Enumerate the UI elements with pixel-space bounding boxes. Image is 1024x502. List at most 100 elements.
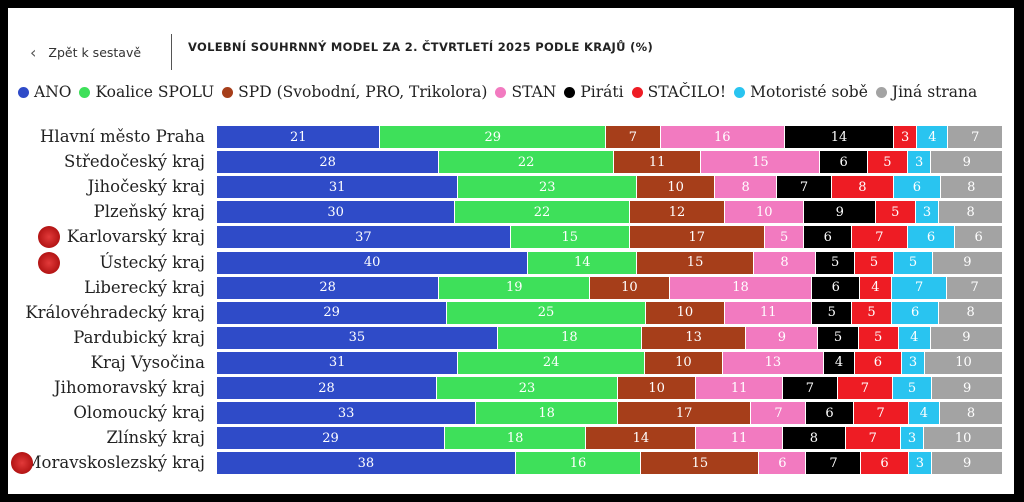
data-label: 9 [963, 255, 972, 270]
bar-segment: 6 [820, 151, 868, 174]
data-label: 7 [971, 129, 980, 145]
bar-segment: 8 [939, 301, 1003, 324]
data-label: 31 [328, 355, 346, 371]
bar-segment: 5 [818, 326, 859, 349]
data-label: 15 [561, 229, 579, 245]
bar-segment: 29 [217, 427, 445, 450]
bar-segment: 3 [894, 126, 918, 148]
bar-row: 31 24 10 13 4 6 3 10 [217, 351, 1003, 374]
bar-segment: 6 [891, 301, 940, 324]
bar-segment: 24 [458, 351, 645, 374]
highlight-marker [38, 226, 60, 249]
bar-segment: 5 [764, 226, 805, 249]
bar-segment: 4 [860, 276, 892, 299]
data-label: 7 [876, 405, 885, 421]
bar-segment: 14 [785, 126, 894, 148]
data-label: 29 [323, 305, 340, 321]
bar-segment: 15 [510, 226, 630, 249]
bar-segment: 28 [217, 377, 438, 399]
data-label: 29 [322, 430, 339, 446]
data-label: 16 [569, 455, 587, 471]
bar-segment: 7 [852, 226, 908, 249]
data-label: 31 [328, 179, 346, 195]
highlight-marker [38, 251, 60, 274]
legend-item: STAN [495, 83, 556, 101]
legend-item: Motoristé sobě [734, 83, 868, 101]
data-label: 29 [484, 129, 502, 145]
data-label: 5 [869, 255, 879, 270]
data-label: 6 [880, 455, 889, 471]
bar-segment: 7 [845, 427, 901, 450]
bar-segment: 10 [637, 176, 716, 199]
bar-segment: 5 [875, 201, 916, 224]
legend-item: Jiná strana [875, 83, 977, 101]
bar-segment: 7 [891, 276, 948, 299]
bar-segment: 5 [852, 301, 892, 324]
legend-label: Piráti [580, 83, 624, 101]
bar-segment: 10 [924, 427, 1003, 450]
bar-segment: 11 [613, 151, 702, 174]
back-to-report-link[interactable]: ‹ Zpět k sestavě [30, 42, 141, 62]
bar-segment: 14 [528, 251, 638, 274]
region-label: Zlínský kraj [106, 428, 205, 448]
bar-segment: 9 [931, 151, 1003, 174]
data-label: 15 [752, 154, 769, 170]
bar-segment: 3 [915, 201, 940, 224]
report-panel: ‹ Zpět k sestavě VOLEBNÍ SOUHRNNÝ MODEL … [8, 8, 1014, 494]
data-label: 35 [348, 330, 366, 346]
legend-label: ANO [34, 83, 72, 101]
data-label: 21 [289, 129, 307, 145]
bar-row: 37 15 17 5 6 7 6 6 [217, 226, 1003, 249]
data-label: 37 [355, 229, 372, 245]
data-label: 9 [962, 380, 972, 396]
data-label: 8 [858, 179, 867, 195]
bar-segment: 8 [782, 427, 846, 450]
data-label: 6 [974, 229, 983, 245]
data-label: 14 [573, 255, 591, 270]
region-label: Hlavní město Praha [40, 127, 205, 146]
bar-segment: 4 [917, 126, 949, 148]
bar-segment: 29 [380, 126, 607, 148]
data-label: 8 [809, 430, 818, 446]
bar-segment: 8 [753, 251, 817, 274]
legend-swatch [495, 86, 507, 98]
data-label: 4 [928, 129, 937, 145]
bar-segment: 22 [455, 201, 630, 224]
bar-segment: 16 [515, 452, 642, 475]
data-label: 14 [830, 129, 848, 145]
region-label: Pardubický kraj [73, 327, 205, 347]
bar-segment: 17 [617, 402, 752, 425]
bar-segment: 9 [932, 251, 1003, 274]
bar-segment: 15 [641, 452, 760, 475]
bar-segment: 6 [894, 176, 941, 199]
region-label: Královéhradecký kraj [25, 302, 205, 322]
data-label: 18 [561, 330, 578, 346]
data-label: 9 [777, 330, 787, 346]
bar-segment: 40 [217, 251, 529, 274]
bar-segment: 28 [217, 151, 440, 174]
bar-segment: 8 [940, 176, 1003, 199]
bar-segment: 6 [855, 351, 902, 374]
region-label: Plzeňský kraj [93, 202, 205, 222]
data-label: 7 [970, 280, 979, 296]
data-label: 8 [966, 405, 976, 421]
bar-segment: 5 [892, 377, 933, 399]
data-label: 6 [825, 405, 834, 421]
data-label: 17 [688, 229, 706, 245]
header-divider [171, 34, 172, 70]
bar-segment: 18 [476, 402, 618, 425]
bar-segment: 31 [217, 351, 459, 374]
data-label: 5 [907, 380, 917, 396]
bar-segment: 6 [806, 402, 854, 425]
bar-row: 33 18 17 7 6 7 4 8 [217, 402, 1003, 425]
highlight-marker [11, 452, 33, 475]
data-label: 7 [628, 129, 637, 145]
data-label: 4 [910, 330, 919, 346]
bar-segment: 8 [715, 176, 778, 199]
data-label: 18 [506, 430, 524, 446]
region-label: Jihočeský kraj [87, 177, 205, 197]
data-label: 9 [962, 455, 972, 471]
bar-segment: 7 [777, 176, 832, 199]
data-label: 3 [914, 154, 924, 170]
data-label: 5 [867, 305, 876, 321]
